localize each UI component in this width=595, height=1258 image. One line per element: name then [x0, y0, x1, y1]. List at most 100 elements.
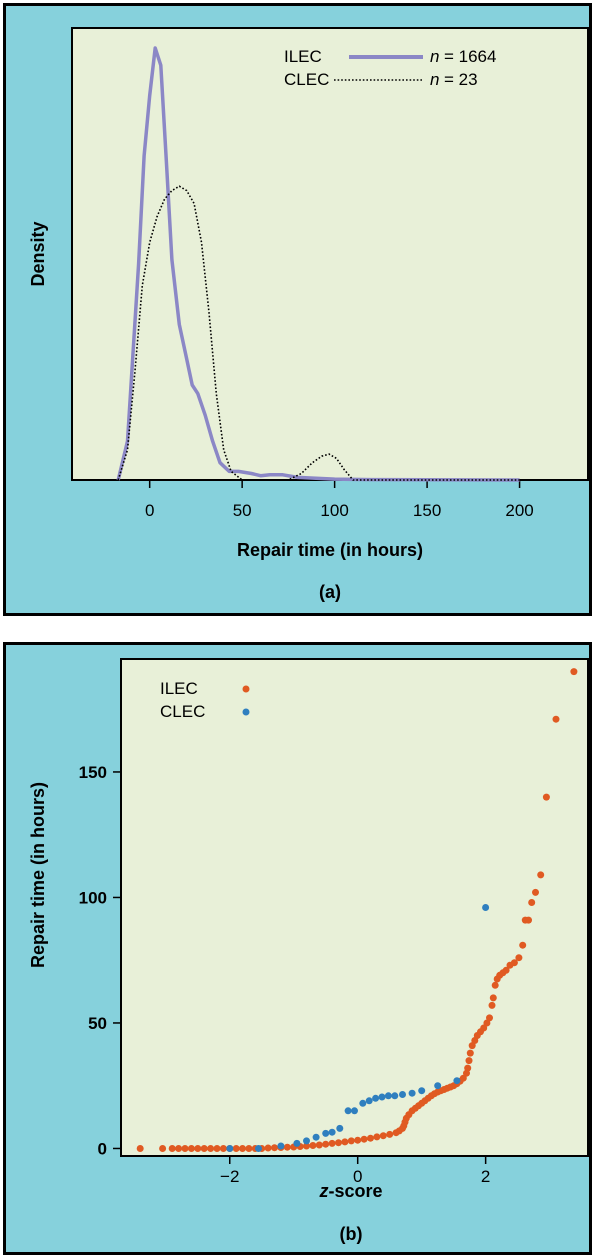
point-clec: [322, 1129, 330, 1137]
point-ilec: [491, 981, 499, 989]
legend-label-clec: CLEC: [284, 70, 329, 89]
legend-n-value-ilec: = 1664: [444, 47, 496, 66]
point-clec: [255, 1145, 262, 1152]
y-tick-label: 150: [79, 763, 107, 782]
point-ilec: [528, 899, 536, 906]
point-ilec: [537, 871, 545, 879]
point-clec: [408, 1089, 416, 1097]
x-tick-label: 200: [505, 501, 533, 520]
point-ilec: [379, 1132, 387, 1140]
point-ilec: [466, 1049, 474, 1057]
point-clec: [328, 1128, 336, 1136]
point-ilec: [464, 1064, 472, 1072]
legend-marker-clec: [242, 708, 250, 716]
x-tick-label: 100: [320, 501, 348, 520]
y-axis-title: Density: [28, 221, 48, 286]
point-ilec: [489, 994, 497, 1002]
point-clec: [277, 1142, 285, 1150]
point-clec: [293, 1139, 301, 1147]
point-ilec: [219, 1145, 227, 1152]
series-points: [136, 668, 578, 1152]
plot-area: [71, 27, 589, 481]
point-ilec: [232, 1145, 240, 1152]
point-ilec: [245, 1145, 253, 1152]
x-axis-title: z-score: [318, 1181, 382, 1201]
point-ilec: [373, 1133, 381, 1141]
point-clec: [351, 1107, 358, 1115]
point-ilec: [570, 668, 578, 676]
point-ilec: [239, 1145, 246, 1152]
point-clec: [312, 1133, 320, 1141]
point-ilec: [213, 1145, 221, 1152]
y-tick-label: 100: [79, 888, 107, 907]
legend-marker-ilec: [242, 685, 250, 693]
point-clec: [378, 1093, 386, 1101]
x-tick-label: 50: [233, 501, 252, 520]
x-tick-label: 2: [481, 1167, 490, 1186]
point-ilec: [510, 959, 518, 967]
point-clec: [482, 904, 490, 911]
point-clec: [434, 1082, 442, 1090]
point-clec: [418, 1087, 426, 1095]
axis-ticks: −2 0 2 0 50 100 150: [79, 763, 491, 1186]
legend: ILEC n = 1664 CLEC n = 23: [284, 47, 496, 89]
point-ilec: [175, 1145, 183, 1152]
point-ilec: [264, 1144, 272, 1152]
point-ilec: [347, 1137, 355, 1145]
point-ilec: [525, 916, 532, 924]
point-ilec: [552, 715, 560, 723]
point-ilec: [488, 1001, 496, 1009]
point-ilec: [459, 1074, 467, 1082]
point-ilec: [360, 1135, 368, 1143]
panel-label: (a): [319, 582, 341, 602]
legend-label-clec: CLEC: [160, 702, 205, 721]
series-lines: [116, 46, 520, 482]
point-ilec: [386, 1130, 394, 1138]
x-tick-label: −2: [220, 1167, 239, 1186]
point-clec: [336, 1124, 344, 1132]
point-clec: [384, 1092, 392, 1100]
legend-n-clec: n: [430, 70, 439, 89]
point-ilec: [515, 954, 523, 962]
x-axis-title: Repair time (in hours): [237, 540, 423, 560]
point-ilec: [480, 1024, 488, 1032]
point-ilec: [341, 1138, 349, 1146]
point-ilec: [271, 1144, 278, 1152]
y-axis-title: Repair time (in hours): [28, 782, 48, 968]
point-ilec: [542, 793, 550, 801]
panel-label: (b): [340, 1224, 363, 1244]
point-clec: [365, 1097, 373, 1105]
y-tick-label: 50: [88, 1014, 107, 1033]
legend: ILEC CLEC: [160, 679, 250, 721]
point-clec: [359, 1099, 367, 1107]
legend-label-ilec: ILEC: [160, 679, 198, 698]
point-clec: [303, 1137, 310, 1145]
point-ilec: [309, 1142, 317, 1149]
x-ticks: 0 50 100 150 200: [145, 480, 534, 520]
x-tick-label: 150: [413, 501, 441, 520]
point-ilec: [283, 1143, 291, 1151]
point-ilec: [328, 1139, 336, 1147]
series-line-clec: [117, 185, 520, 481]
point-ilec: [322, 1140, 330, 1148]
point-ilec: [465, 1057, 473, 1065]
point-ilec: [159, 1145, 167, 1152]
y-tick-label: 0: [98, 1139, 107, 1158]
point-ilec: [335, 1139, 342, 1147]
panel-a: 0 50 100 150 200 ILEC n = 1664 CLEC n = 23 D…: [3, 3, 592, 616]
point-ilec: [194, 1145, 202, 1152]
legend-n-ilec: n: [430, 47, 439, 66]
series-line-ilec: [116, 46, 520, 482]
plot-area: [120, 658, 589, 1157]
point-ilec: [502, 966, 510, 974]
x-axis-title-italic: z: [318, 1181, 328, 1201]
point-ilec: [187, 1145, 195, 1152]
point-ilec: [532, 888, 539, 896]
point-ilec: [303, 1142, 310, 1150]
qq-plot: −2 0 2 0 50 100 150 ILEC CLEC Repair time (in …: [28, 658, 589, 1244]
point-clec: [399, 1091, 406, 1098]
point-ilec: [486, 1014, 493, 1022]
legend-label-ilec: ILEC: [284, 47, 322, 66]
point-clec: [226, 1145, 234, 1152]
point-ilec: [136, 1145, 144, 1152]
